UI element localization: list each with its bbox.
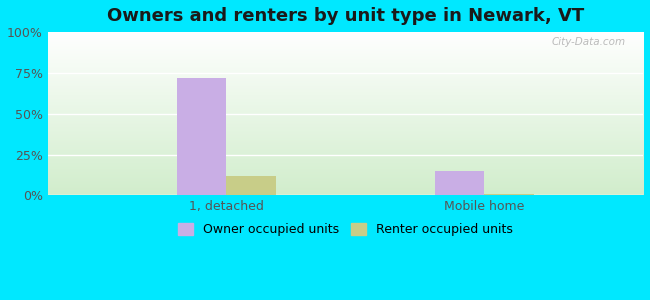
Title: Owners and renters by unit type in Newark, VT: Owners and renters by unit type in Newar… (107, 7, 584, 25)
Bar (484, 194, 534, 195)
Bar (226, 176, 276, 195)
Legend: Owner occupied units, Renter occupied units: Owner occupied units, Renter occupied un… (173, 218, 518, 242)
Bar (177, 78, 226, 195)
Text: City-Data.com: City-Data.com (551, 37, 625, 47)
Bar (435, 171, 484, 195)
